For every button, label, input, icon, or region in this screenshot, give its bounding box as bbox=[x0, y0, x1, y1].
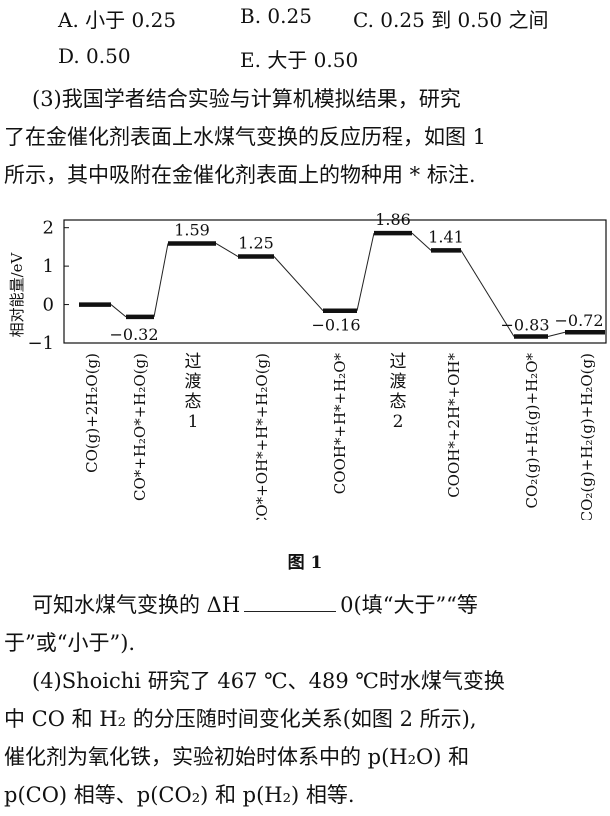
option-b: B. 0.25 bbox=[240, 4, 312, 28]
connector-line bbox=[273, 256, 324, 312]
state-label: COOH*+2H*+OH* bbox=[445, 353, 463, 498]
energy-label: 1.41 bbox=[428, 227, 464, 246]
state-label: CO*+OH*+H*+H₂O(g) bbox=[253, 353, 271, 520]
q4-line-2: 中 CO 和 H₂ 的分压随时间变化关系(如图 2 所示), bbox=[4, 707, 477, 731]
connector-line bbox=[460, 250, 515, 337]
energy-diagram: 相对能量/eV 2 1 0 −1 −0.32 1.59 1.25 −0.16 1.86 1.41… bbox=[8, 210, 607, 520]
connector-line bbox=[356, 232, 375, 311]
transition-state-label: 过 bbox=[185, 352, 202, 372]
conclusion-line-1: 可知水煤气变换的 ΔH 0(填“大于”“等 bbox=[32, 590, 610, 620]
figure-caption: 图 1 bbox=[287, 553, 323, 573]
state-label: CO₂(g)+H₂(g)+H₂O* bbox=[523, 353, 541, 509]
state-label: CO₂(g)+H₂(g)+H₂O(g) bbox=[578, 353, 596, 520]
y-tick-label: 1 bbox=[43, 256, 54, 277]
conclusion-text-b: 0(填“大于”“等 bbox=[340, 593, 478, 617]
answer-blank[interactable] bbox=[244, 593, 337, 612]
q4-line-3: 催化剂为氧化铁，实验初始时体系中的 p(H₂O) 和 bbox=[4, 745, 470, 769]
option-d: D. 0.50 bbox=[58, 44, 131, 68]
transition-state-label: 过 bbox=[390, 352, 407, 372]
y-tick-label: 2 bbox=[43, 218, 54, 239]
connector-line bbox=[215, 243, 239, 257]
option-a: A. 小于 0.25 bbox=[58, 8, 177, 32]
y-axis-label: 相对能量/eV bbox=[8, 251, 26, 337]
y-tick-label: 0 bbox=[43, 295, 54, 316]
q3-line-3: 所示，其中吸附在金催化剂表面上的物种用 * 标注. bbox=[4, 163, 476, 187]
q3-line-1: (3)我国学者结合实验与计算机模拟结果，研究 bbox=[32, 87, 461, 111]
transition-state-label: 1 bbox=[188, 412, 199, 432]
state-label: CO(g)+2H₂O(g) bbox=[83, 353, 101, 473]
connector-line bbox=[411, 232, 432, 251]
energy-label: 1.25 bbox=[238, 234, 274, 253]
option-e: E. 大于 0.50 bbox=[240, 48, 359, 72]
state-label: COOH*+H*+H₂O* bbox=[331, 353, 349, 495]
option-c: C. 0.25 到 0.50 之间 bbox=[353, 8, 549, 32]
q4-line-1: (4)Shoichi 研究了 467 ℃、489 ℃时水煤气变换 bbox=[32, 669, 505, 693]
connector-line bbox=[110, 304, 127, 318]
conclusion-line-2: 于”或“小于”). bbox=[4, 631, 136, 655]
connector-line bbox=[547, 331, 566, 337]
state-label: CO*+H₂O*+H₂O(g) bbox=[131, 353, 149, 501]
transition-state-label: 渡 bbox=[390, 372, 407, 392]
y-tick-label: −1 bbox=[27, 333, 54, 354]
transition-state-label: 态 bbox=[185, 392, 202, 412]
energy-label: 1.86 bbox=[375, 210, 411, 229]
transition-state-label: 渡 bbox=[185, 372, 202, 392]
conclusion-text-a: 可知水煤气变换的 ΔH bbox=[32, 593, 241, 617]
energy-label: −0.72 bbox=[554, 311, 603, 330]
energy-label: 1.59 bbox=[174, 220, 210, 239]
transition-state-label: 2 bbox=[393, 412, 404, 432]
energy-label: −0.16 bbox=[311, 316, 360, 335]
energy-label: −0.32 bbox=[109, 325, 158, 344]
q3-line-2: 了在金催化剂表面上水煤气变换的反应历程，如图 1 bbox=[4, 125, 487, 149]
energy-label: −0.83 bbox=[500, 315, 549, 334]
connector-line bbox=[153, 243, 169, 317]
plot-frame bbox=[63, 219, 607, 344]
q4-line-4: p(CO) 相等、p(CO₂) 和 p(H₂) 相等. bbox=[4, 783, 355, 807]
transition-state-label: 态 bbox=[390, 392, 407, 412]
